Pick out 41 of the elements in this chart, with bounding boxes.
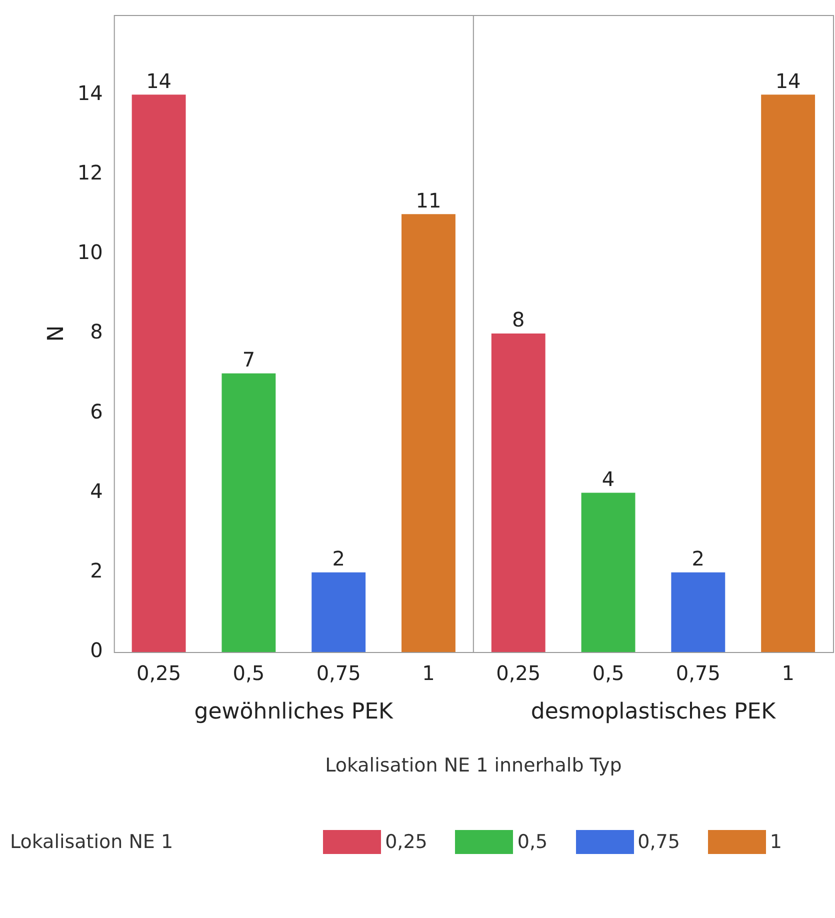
bar: [222, 373, 276, 652]
data-label: 8: [512, 308, 525, 332]
data-label: 7: [242, 348, 256, 372]
data-label: 2: [692, 546, 705, 571]
x-tick-label: 0,75: [316, 661, 361, 686]
y-tick-label: 10: [77, 240, 103, 264]
bar: [581, 492, 636, 652]
y-tick-label: 0: [90, 638, 103, 662]
data-label: 4: [602, 466, 615, 491]
x-axis-title: Lokalisation NE 1 innerhalb Typ: [325, 754, 622, 776]
bar: [671, 572, 726, 652]
y-axis-title: N: [44, 325, 69, 342]
data-label: 14: [146, 68, 172, 93]
bar: [132, 94, 186, 652]
bar: [402, 214, 456, 652]
x-tick-label: 1: [782, 661, 794, 686]
x-tick-label: 1: [422, 661, 435, 686]
bar: [312, 572, 366, 652]
data-label: 2: [332, 546, 345, 571]
y-tick-label: 2: [90, 558, 103, 583]
legend-title: Lokalisation NE 1: [10, 831, 174, 853]
x-tick-label: 0,25: [496, 661, 541, 686]
text: desmoplastisches PEK: [530, 700, 776, 725]
x-tick-label: 0,5: [592, 661, 624, 686]
x-tick-label: 0,5: [232, 661, 265, 686]
legend-label: 0,5: [517, 831, 548, 853]
x-tick-label: 0,75: [676, 661, 720, 686]
y-tick-label: 8: [90, 320, 103, 344]
bar: [761, 94, 816, 652]
text: gewöhnliches PEK: [194, 700, 394, 725]
legend-label: 0,75: [638, 831, 680, 853]
bar: [491, 334, 546, 652]
y-tick-label: 6: [90, 399, 103, 424]
y-tick-label: 12: [77, 160, 103, 184]
data-label: 11: [416, 188, 442, 212]
legend-label: 0,25: [385, 831, 428, 853]
legend-label: 1: [770, 831, 782, 853]
y-tick-label: 14: [77, 80, 103, 105]
y-tick-label: 4: [90, 478, 103, 503]
data-label: 14: [775, 68, 801, 93]
x-tick-label: 0,25: [136, 661, 182, 686]
